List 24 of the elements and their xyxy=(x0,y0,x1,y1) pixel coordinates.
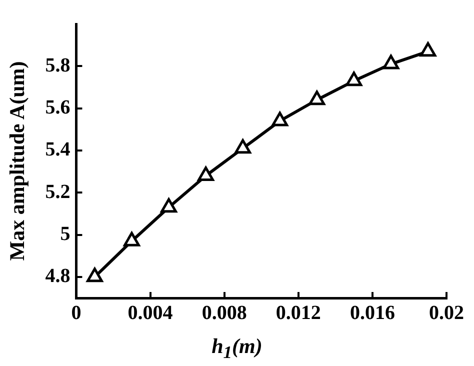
point xyxy=(346,72,362,86)
x-tick-label: 0 xyxy=(71,302,82,324)
point xyxy=(124,232,140,246)
y-tick-label: 5.8 xyxy=(45,54,70,76)
y-axis-title: Max amplitude A(um) xyxy=(5,61,30,261)
x-tick-label: 0.016 xyxy=(350,302,395,324)
y-tick-label: 5.4 xyxy=(45,138,70,161)
y-tick-label: 5 xyxy=(60,222,70,245)
y-tick-label: 5.2 xyxy=(45,180,70,203)
point xyxy=(198,166,214,182)
y-tick-label: 5.6 xyxy=(45,96,70,118)
x-tick-label: 0.004 xyxy=(128,302,173,324)
point xyxy=(272,112,288,126)
point xyxy=(308,90,326,106)
x-tick-label: 0.02 xyxy=(429,302,464,324)
x-tick-label: 0.012 xyxy=(276,302,321,324)
point xyxy=(86,268,103,282)
point xyxy=(382,54,400,70)
point xyxy=(234,139,252,154)
x-axis-title: h$_{1}$(m) xyxy=(210,334,264,364)
point xyxy=(420,42,436,57)
y-tick-label: 4.8 xyxy=(45,265,70,288)
point xyxy=(160,198,177,213)
x-tick-label: 0.008 xyxy=(202,302,247,324)
